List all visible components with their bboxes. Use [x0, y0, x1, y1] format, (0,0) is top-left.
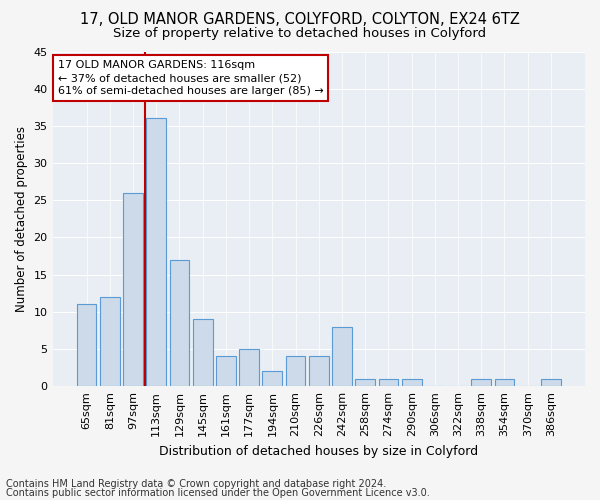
Bar	[100, 297, 119, 386]
Bar	[309, 356, 329, 386]
Bar	[193, 319, 212, 386]
Bar	[472, 378, 491, 386]
Bar	[355, 378, 375, 386]
Bar	[262, 372, 282, 386]
Text: Contains public sector information licensed under the Open Government Licence v3: Contains public sector information licen…	[6, 488, 430, 498]
Bar	[332, 326, 352, 386]
Text: 17, OLD MANOR GARDENS, COLYFORD, COLYTON, EX24 6TZ: 17, OLD MANOR GARDENS, COLYFORD, COLYTON…	[80, 12, 520, 28]
Bar	[239, 349, 259, 386]
Bar	[146, 118, 166, 386]
Bar	[170, 260, 190, 386]
Bar	[286, 356, 305, 386]
Bar	[216, 356, 236, 386]
Text: Contains HM Land Registry data © Crown copyright and database right 2024.: Contains HM Land Registry data © Crown c…	[6, 479, 386, 489]
Bar	[379, 378, 398, 386]
Bar	[123, 193, 143, 386]
X-axis label: Distribution of detached houses by size in Colyford: Distribution of detached houses by size …	[159, 444, 478, 458]
Bar	[494, 378, 514, 386]
Text: 17 OLD MANOR GARDENS: 116sqm
← 37% of detached houses are smaller (52)
61% of se: 17 OLD MANOR GARDENS: 116sqm ← 37% of de…	[58, 60, 323, 96]
Text: Size of property relative to detached houses in Colyford: Size of property relative to detached ho…	[113, 28, 487, 40]
Bar	[541, 378, 561, 386]
Bar	[77, 304, 97, 386]
Y-axis label: Number of detached properties: Number of detached properties	[15, 126, 28, 312]
Bar	[402, 378, 422, 386]
